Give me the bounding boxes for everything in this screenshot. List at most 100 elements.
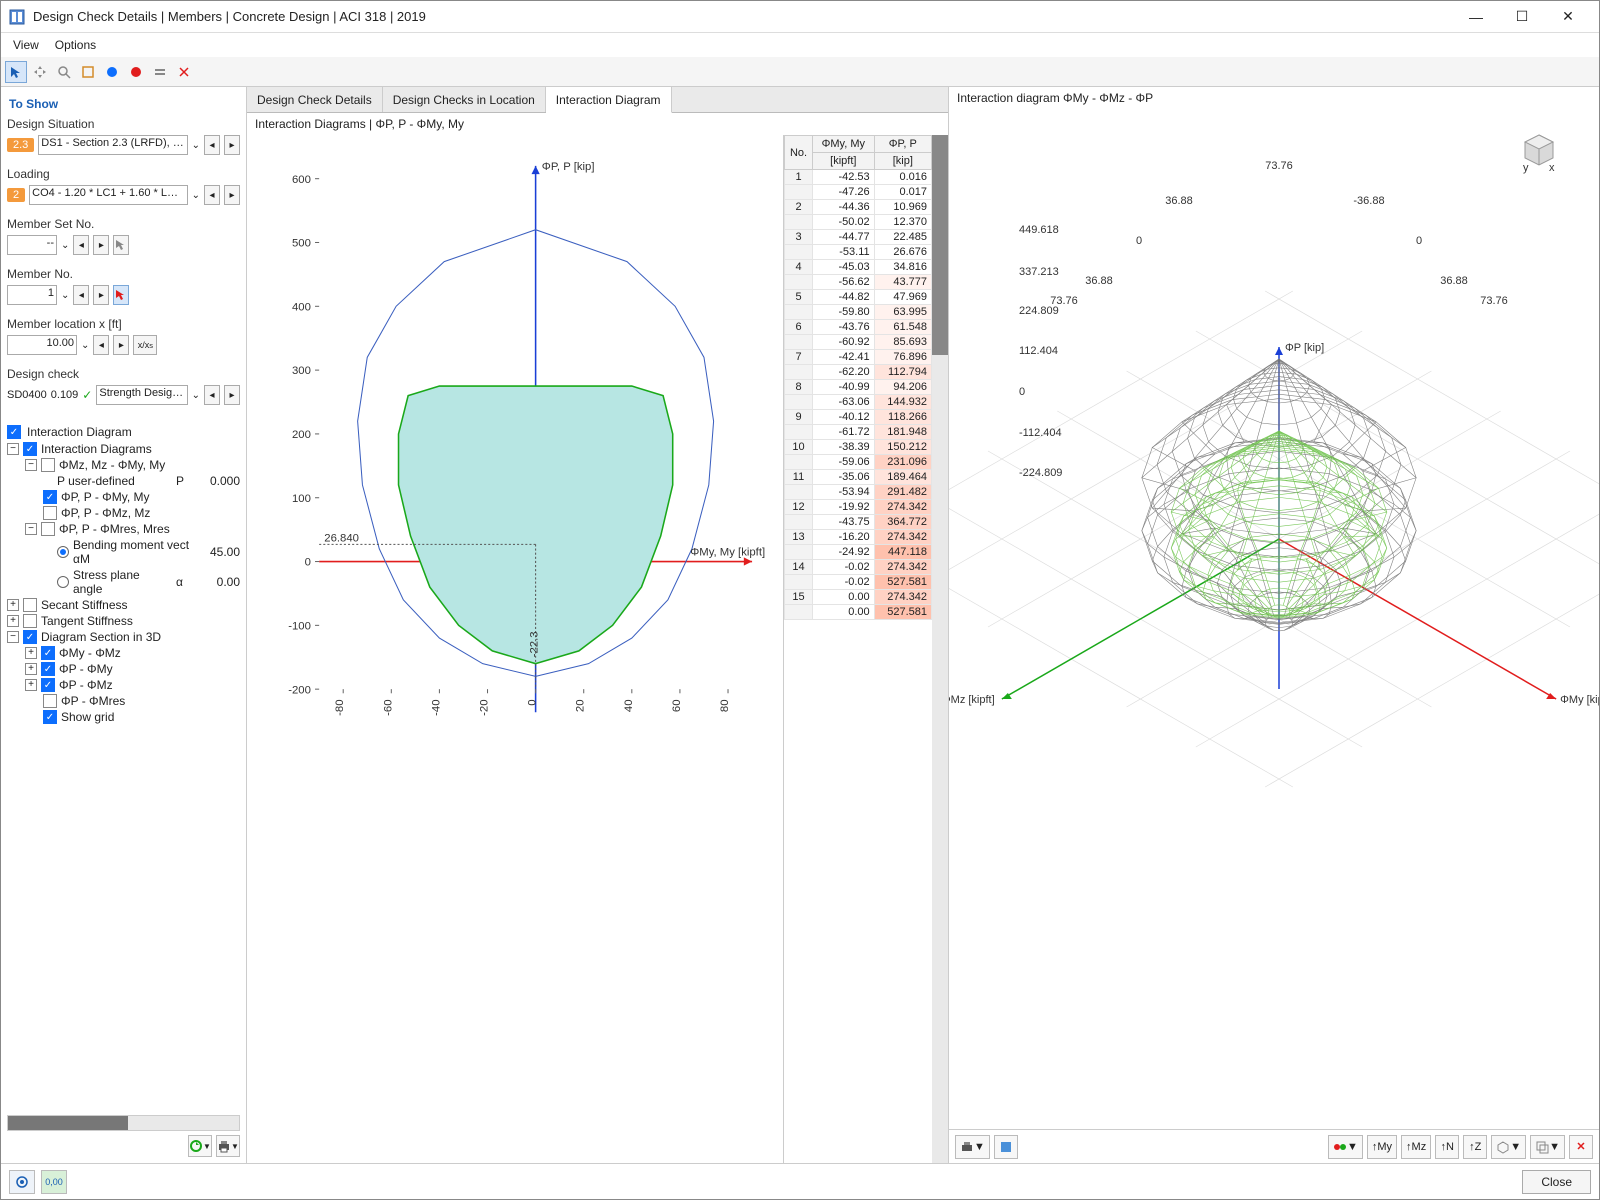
export3d-button[interactable]: [994, 1135, 1018, 1159]
expand-icon[interactable]: −: [25, 523, 37, 535]
options-tree: −Interaction Diagrams −ΦMz, Mz - ΦMy, My…: [7, 441, 240, 1109]
tangent-checkbox[interactable]: [23, 614, 37, 628]
tab-design-check-details[interactable]: Design Check Details: [247, 87, 383, 112]
interaction-chart-3d[interactable]: ΦP [kip]ΦMy [kipft]ΦMz [kipft]449.618337…: [949, 109, 1599, 1129]
expand-icon[interactable]: +: [7, 599, 19, 611]
pick-member-icon[interactable]: [113, 285, 129, 305]
interaction-diagrams-checkbox[interactable]: [23, 442, 37, 456]
iso-view-button[interactable]: ▼: [1491, 1135, 1526, 1159]
pp-mres-checkbox[interactable]: [41, 522, 55, 536]
member-no-select[interactable]: 1: [7, 285, 57, 305]
expand-icon[interactable]: +: [25, 647, 37, 659]
prev-loading-button[interactable]: ◂: [204, 185, 220, 205]
settings-tool-icon[interactable]: [149, 61, 171, 83]
expand-icon[interactable]: +: [25, 663, 37, 675]
design-situation-select[interactable]: DS1 - Section 2.3 (LRFD), 1. to 5.: [38, 135, 187, 155]
interaction-chart-2d[interactable]: -80-60-40-20020406080-200-10001002003004…: [247, 135, 783, 1163]
tree-val: 0.00: [200, 575, 240, 589]
pick-member-set-icon[interactable]: [113, 235, 129, 255]
expand-icon[interactable]: −: [25, 459, 37, 471]
prev-check-button[interactable]: ◂: [204, 385, 220, 405]
delete-tool-icon[interactable]: [173, 61, 195, 83]
my-axis-button[interactable]: ↑My: [1367, 1135, 1397, 1159]
color-tool-1-icon[interactable]: [101, 61, 123, 83]
svg-text:80: 80: [719, 699, 731, 712]
expand-icon[interactable]: −: [7, 631, 19, 643]
color-3d-button[interactable]: ▼: [1328, 1135, 1363, 1159]
diag3d-checkbox[interactable]: [23, 630, 37, 644]
cursor-tool-icon[interactable]: [5, 61, 27, 83]
tree-label: ΦP, P - ΦMres, Mres: [59, 522, 170, 536]
next-loading-button[interactable]: ▸: [224, 185, 240, 205]
next-loc-button[interactable]: ▸: [113, 335, 129, 355]
loading-select[interactable]: CO4 - 1.20 * LC1 + 1.60 * LC2 + ...: [29, 185, 187, 205]
tree-val: 0.000: [200, 474, 240, 488]
mz-my-checkbox[interactable]: [41, 458, 55, 472]
design-check-code: SD0400: [7, 389, 47, 401]
color-tool-2-icon[interactable]: [125, 61, 147, 83]
prev-situation-button[interactable]: ◂: [204, 135, 220, 155]
prev-member-set-button[interactable]: ◂: [73, 235, 89, 255]
next-check-button[interactable]: ▸: [224, 385, 240, 405]
z-axis-button[interactable]: ↑Z: [1463, 1135, 1487, 1159]
print-button[interactable]: ▼: [216, 1135, 240, 1157]
member-loc-label: Member location x [ft]: [7, 315, 240, 335]
showgrid-checkbox[interactable]: [43, 710, 57, 724]
svg-text:y: y: [1523, 162, 1529, 174]
p-my-checkbox[interactable]: [41, 662, 55, 676]
svg-text:ΦP [kip]: ΦP [kip]: [1285, 342, 1324, 354]
bending-radio[interactable]: [57, 546, 69, 558]
section-tool-icon[interactable]: [77, 61, 99, 83]
left-scrollbar[interactable]: [7, 1115, 240, 1131]
menu-view[interactable]: View: [5, 36, 47, 54]
p-mz-checkbox[interactable]: [41, 678, 55, 692]
interaction-diagram-checkbox[interactable]: [7, 425, 21, 439]
stress-plane-radio[interactable]: [57, 576, 69, 588]
svg-text:40: 40: [623, 699, 635, 712]
design-situation-label: Design Situation: [7, 115, 240, 135]
tree-label: Interaction Diagrams: [41, 442, 152, 456]
cube-view-button[interactable]: ▼: [1530, 1135, 1565, 1159]
next-member-set-button[interactable]: ▸: [93, 235, 109, 255]
svg-text:-36.88: -36.88: [1353, 195, 1384, 207]
prev-member-button[interactable]: ◂: [73, 285, 89, 305]
right-panel: Interaction diagram ΦMy - ΦMz - ΦP ΦP [k…: [949, 87, 1599, 1163]
zoom-tool-icon[interactable]: [53, 61, 75, 83]
help-button[interactable]: [9, 1170, 35, 1194]
expand-icon[interactable]: +: [25, 679, 37, 691]
p-mres-checkbox[interactable]: [43, 694, 57, 708]
expand-icon[interactable]: +: [7, 615, 19, 627]
design-situation-badge: 2.3: [7, 138, 34, 152]
tab-design-checks-location[interactable]: Design Checks in Location: [383, 87, 546, 112]
footer: 0,00 Close: [1, 1163, 1599, 1199]
expand-icon[interactable]: −: [7, 443, 19, 455]
pan-tool-icon[interactable]: [29, 61, 51, 83]
prev-loc-button[interactable]: ◂: [93, 335, 109, 355]
close-button[interactable]: Close: [1522, 1170, 1591, 1194]
minimize-button[interactable]: —: [1453, 2, 1499, 32]
member-loc-input[interactable]: 10.00: [7, 335, 77, 355]
design-check-select[interactable]: Strength Design | Ax...: [96, 385, 187, 405]
recalc-button[interactable]: ▼: [188, 1135, 212, 1157]
reset-3d-button[interactable]: ✕: [1569, 1135, 1593, 1159]
table-scrollbar[interactable]: [932, 135, 948, 1163]
my-mz-checkbox[interactable]: [41, 646, 55, 660]
mz-axis-button[interactable]: ↑Mz: [1401, 1135, 1431, 1159]
next-member-button[interactable]: ▸: [93, 285, 109, 305]
maximize-button[interactable]: ☐: [1499, 2, 1545, 32]
member-set-select[interactable]: --: [7, 235, 57, 255]
svg-text:112.404: 112.404: [1019, 345, 1058, 357]
tab-interaction-diagram[interactable]: Interaction Diagram: [546, 87, 672, 113]
svg-text:ΦMy, My [kipft]: ΦMy, My [kipft]: [690, 546, 765, 558]
n-axis-button[interactable]: ↑N: [1435, 1135, 1459, 1159]
pp-mz-checkbox[interactable]: [43, 506, 57, 520]
units-button[interactable]: 0,00: [41, 1170, 67, 1194]
next-situation-button[interactable]: ▸: [224, 135, 240, 155]
secant-checkbox[interactable]: [23, 598, 37, 612]
design-check-label: Design check: [7, 365, 240, 385]
menu-options[interactable]: Options: [47, 36, 104, 54]
close-window-button[interactable]: ✕: [1545, 2, 1591, 32]
loc-unit-button[interactable]: x/xs: [133, 335, 157, 355]
print3d-button[interactable]: ▼: [955, 1135, 990, 1159]
pp-my-checkbox[interactable]: [43, 490, 57, 504]
